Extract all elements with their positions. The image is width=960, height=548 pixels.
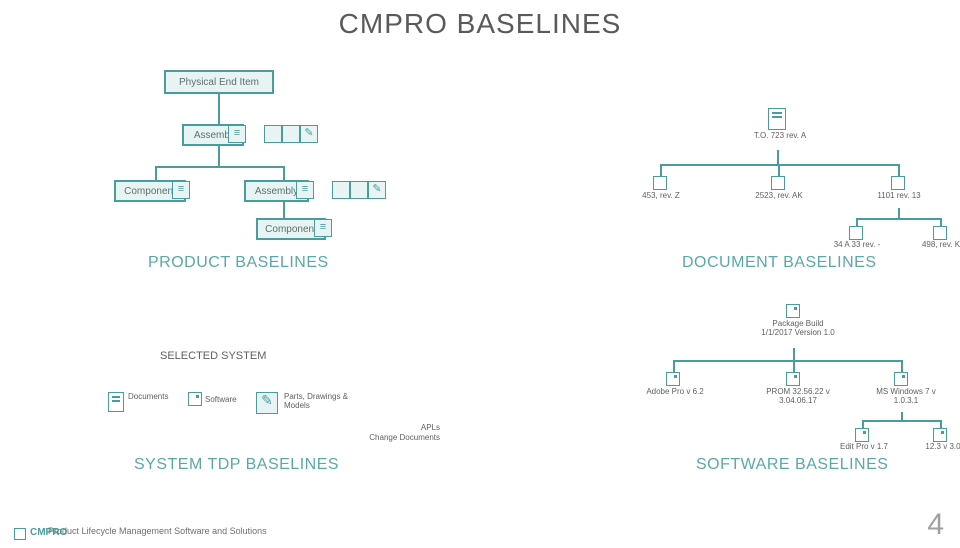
sw-node-icon <box>786 372 800 386</box>
square-icon <box>350 181 368 199</box>
page-title: CMPRO BASELINES <box>0 8 960 40</box>
pencil-icon: ✎ <box>256 392 278 414</box>
doc-node-icon <box>653 176 667 190</box>
apls-label: APLs <box>320 424 440 433</box>
list-icon: ≡ <box>296 181 314 199</box>
document-baselines-heading: DOCUMENT BASELINES <box>682 254 877 272</box>
connector <box>901 412 903 420</box>
sw-n3: MS Windows 7 v 1.0.3.1 <box>866 388 946 406</box>
connector <box>673 360 903 362</box>
connector <box>777 150 779 164</box>
product-baselines-heading: PRODUCT BASELINES <box>148 254 329 272</box>
sw-root-icon <box>786 304 800 318</box>
connector <box>218 146 220 166</box>
connector <box>283 166 285 180</box>
doc-n2: 2523, rev. AK <box>744 192 814 201</box>
doc-node-icon <box>891 176 905 190</box>
document-icon <box>768 108 786 130</box>
connector <box>898 164 900 176</box>
sw-node-icon <box>894 372 908 386</box>
square-icon <box>332 181 350 199</box>
connector <box>901 360 903 372</box>
sw-leaf2: 12.3 v 3.0 <box>908 443 960 452</box>
square-icon <box>264 125 282 143</box>
connector <box>793 360 795 372</box>
page-number: 4 <box>927 508 944 542</box>
parts-label: Parts, Drawings & Models <box>284 393 374 411</box>
node-physical-end-item: Physical End Item <box>164 70 274 94</box>
connector <box>778 164 780 176</box>
connector <box>155 166 285 168</box>
doc-root-label: T.O. 723 rev. A <box>745 132 815 141</box>
connector <box>283 202 285 218</box>
connector <box>940 218 942 226</box>
system-tdp-heading: SYSTEM TDP BASELINES <box>134 456 339 474</box>
connector <box>660 164 662 176</box>
connector <box>940 420 942 428</box>
doc-leaf1: 34 A 33 rev. - <box>822 241 892 250</box>
doc-leaf-icon <box>849 226 863 240</box>
doc-n3: 1101 rev. 13 <box>864 192 934 201</box>
doc-node-icon <box>771 176 785 190</box>
pencil-icon: ✎ <box>368 181 386 199</box>
change-docs-label: Change Documents <box>320 434 440 443</box>
doc-n1: 453, rev. Z <box>626 192 696 201</box>
software-icon <box>188 392 202 406</box>
list-icon: ≡ <box>172 181 190 199</box>
connector <box>673 360 675 372</box>
sw-root-label: Package Build 1/1/2017 Version 1.0 <box>758 320 838 338</box>
sw-leaf1: Edit Pro v 1.7 <box>828 443 900 452</box>
connector <box>660 164 900 166</box>
list-icon: ≡ <box>228 125 246 143</box>
connector <box>862 420 864 428</box>
sw-n1: Adobe Pro v 6.2 <box>640 388 710 397</box>
software-baselines-heading: SOFTWARE BASELINES <box>696 456 888 474</box>
software-label: Software <box>205 396 255 405</box>
connector <box>856 218 858 226</box>
sw-leaf-icon <box>855 428 869 442</box>
square-icon <box>282 125 300 143</box>
connector <box>856 218 942 220</box>
list-icon: ≡ <box>314 219 332 237</box>
pencil-icon: ✎ <box>300 125 318 143</box>
footer-tagline: Product Lifecycle Management Software an… <box>48 526 267 536</box>
sw-n2: PROM 32.56.22 v 3.04.06.17 <box>758 388 838 406</box>
sw-leaf-icon <box>933 428 947 442</box>
documents-icon <box>108 392 124 412</box>
selected-system-heading: SELECTED SYSTEM <box>160 350 266 362</box>
connector <box>793 348 795 360</box>
doc-leaf2: 498, rev. K <box>906 241 960 250</box>
connector <box>898 208 900 218</box>
doc-leaf-icon <box>933 226 947 240</box>
connector <box>862 420 942 422</box>
documents-label: Documents <box>128 393 188 402</box>
connector <box>155 166 157 180</box>
connector <box>218 94 220 124</box>
sw-node-icon <box>666 372 680 386</box>
